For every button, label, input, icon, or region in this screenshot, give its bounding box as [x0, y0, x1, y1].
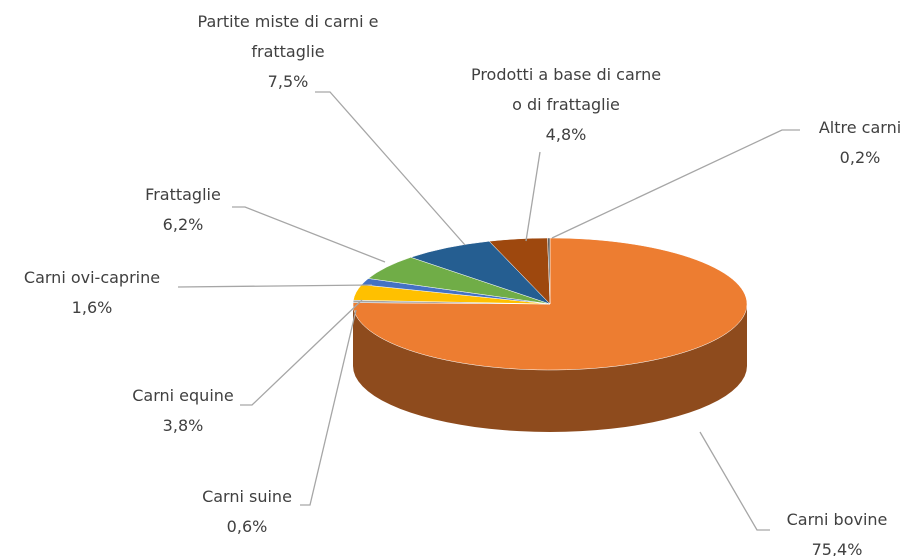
- category-label: Frattaglie: [145, 185, 221, 204]
- leader-line: [240, 299, 363, 406]
- slice: [547, 237, 551, 305]
- category-label: Carni bovine: [786, 510, 888, 529]
- leader-lines: [177, 91, 800, 531]
- category-label: Partite miste di carni e frattaglie: [197, 12, 379, 61]
- value-label: 3,8%: [162, 416, 204, 435]
- data-label: Altre carni 0,2%: [790, 113, 913, 173]
- leader-line: [300, 309, 357, 506]
- value-label: 75,4%: [811, 540, 863, 556]
- data-label: Carni ovi-caprine 1,6%: [2, 263, 182, 323]
- category-label: Carni ovi-caprine: [23, 268, 161, 287]
- value-label: 4,8%: [545, 125, 587, 144]
- data-label: Frattaglie 6,2%: [103, 180, 263, 240]
- slice: [352, 237, 748, 371]
- value-label: 7,5%: [267, 72, 309, 91]
- value-label: 1,6%: [71, 298, 113, 317]
- slices: [352, 237, 748, 432]
- value-label: 6,2%: [162, 215, 204, 234]
- leader-line: [525, 151, 541, 242]
- slice-side: [353, 304, 747, 432]
- data-label: Carni bovine 75,4%: [757, 505, 913, 556]
- data-label: Partite miste di carni e frattaglie 7,5%: [183, 7, 393, 97]
- leader-line: [315, 91, 466, 246]
- category-label: Carni suine: [202, 487, 292, 506]
- leader-line: [232, 206, 386, 263]
- category-label: Carni equine: [132, 386, 234, 405]
- leader-line: [551, 129, 800, 239]
- leader-line: [177, 284, 373, 288]
- category-label: Altre carni: [818, 118, 902, 137]
- data-label: Prodotti a base di carne o di frattaglie…: [466, 60, 666, 150]
- leader-line: [699, 431, 770, 531]
- category-label: Prodotti a base di carne o di frattaglie: [470, 65, 662, 114]
- value-label: 0,2%: [839, 148, 881, 167]
- value-label: 0,6%: [226, 517, 268, 536]
- data-label: Carni equine 3,8%: [103, 381, 263, 441]
- data-label: Carni suine 0,6%: [167, 482, 327, 542]
